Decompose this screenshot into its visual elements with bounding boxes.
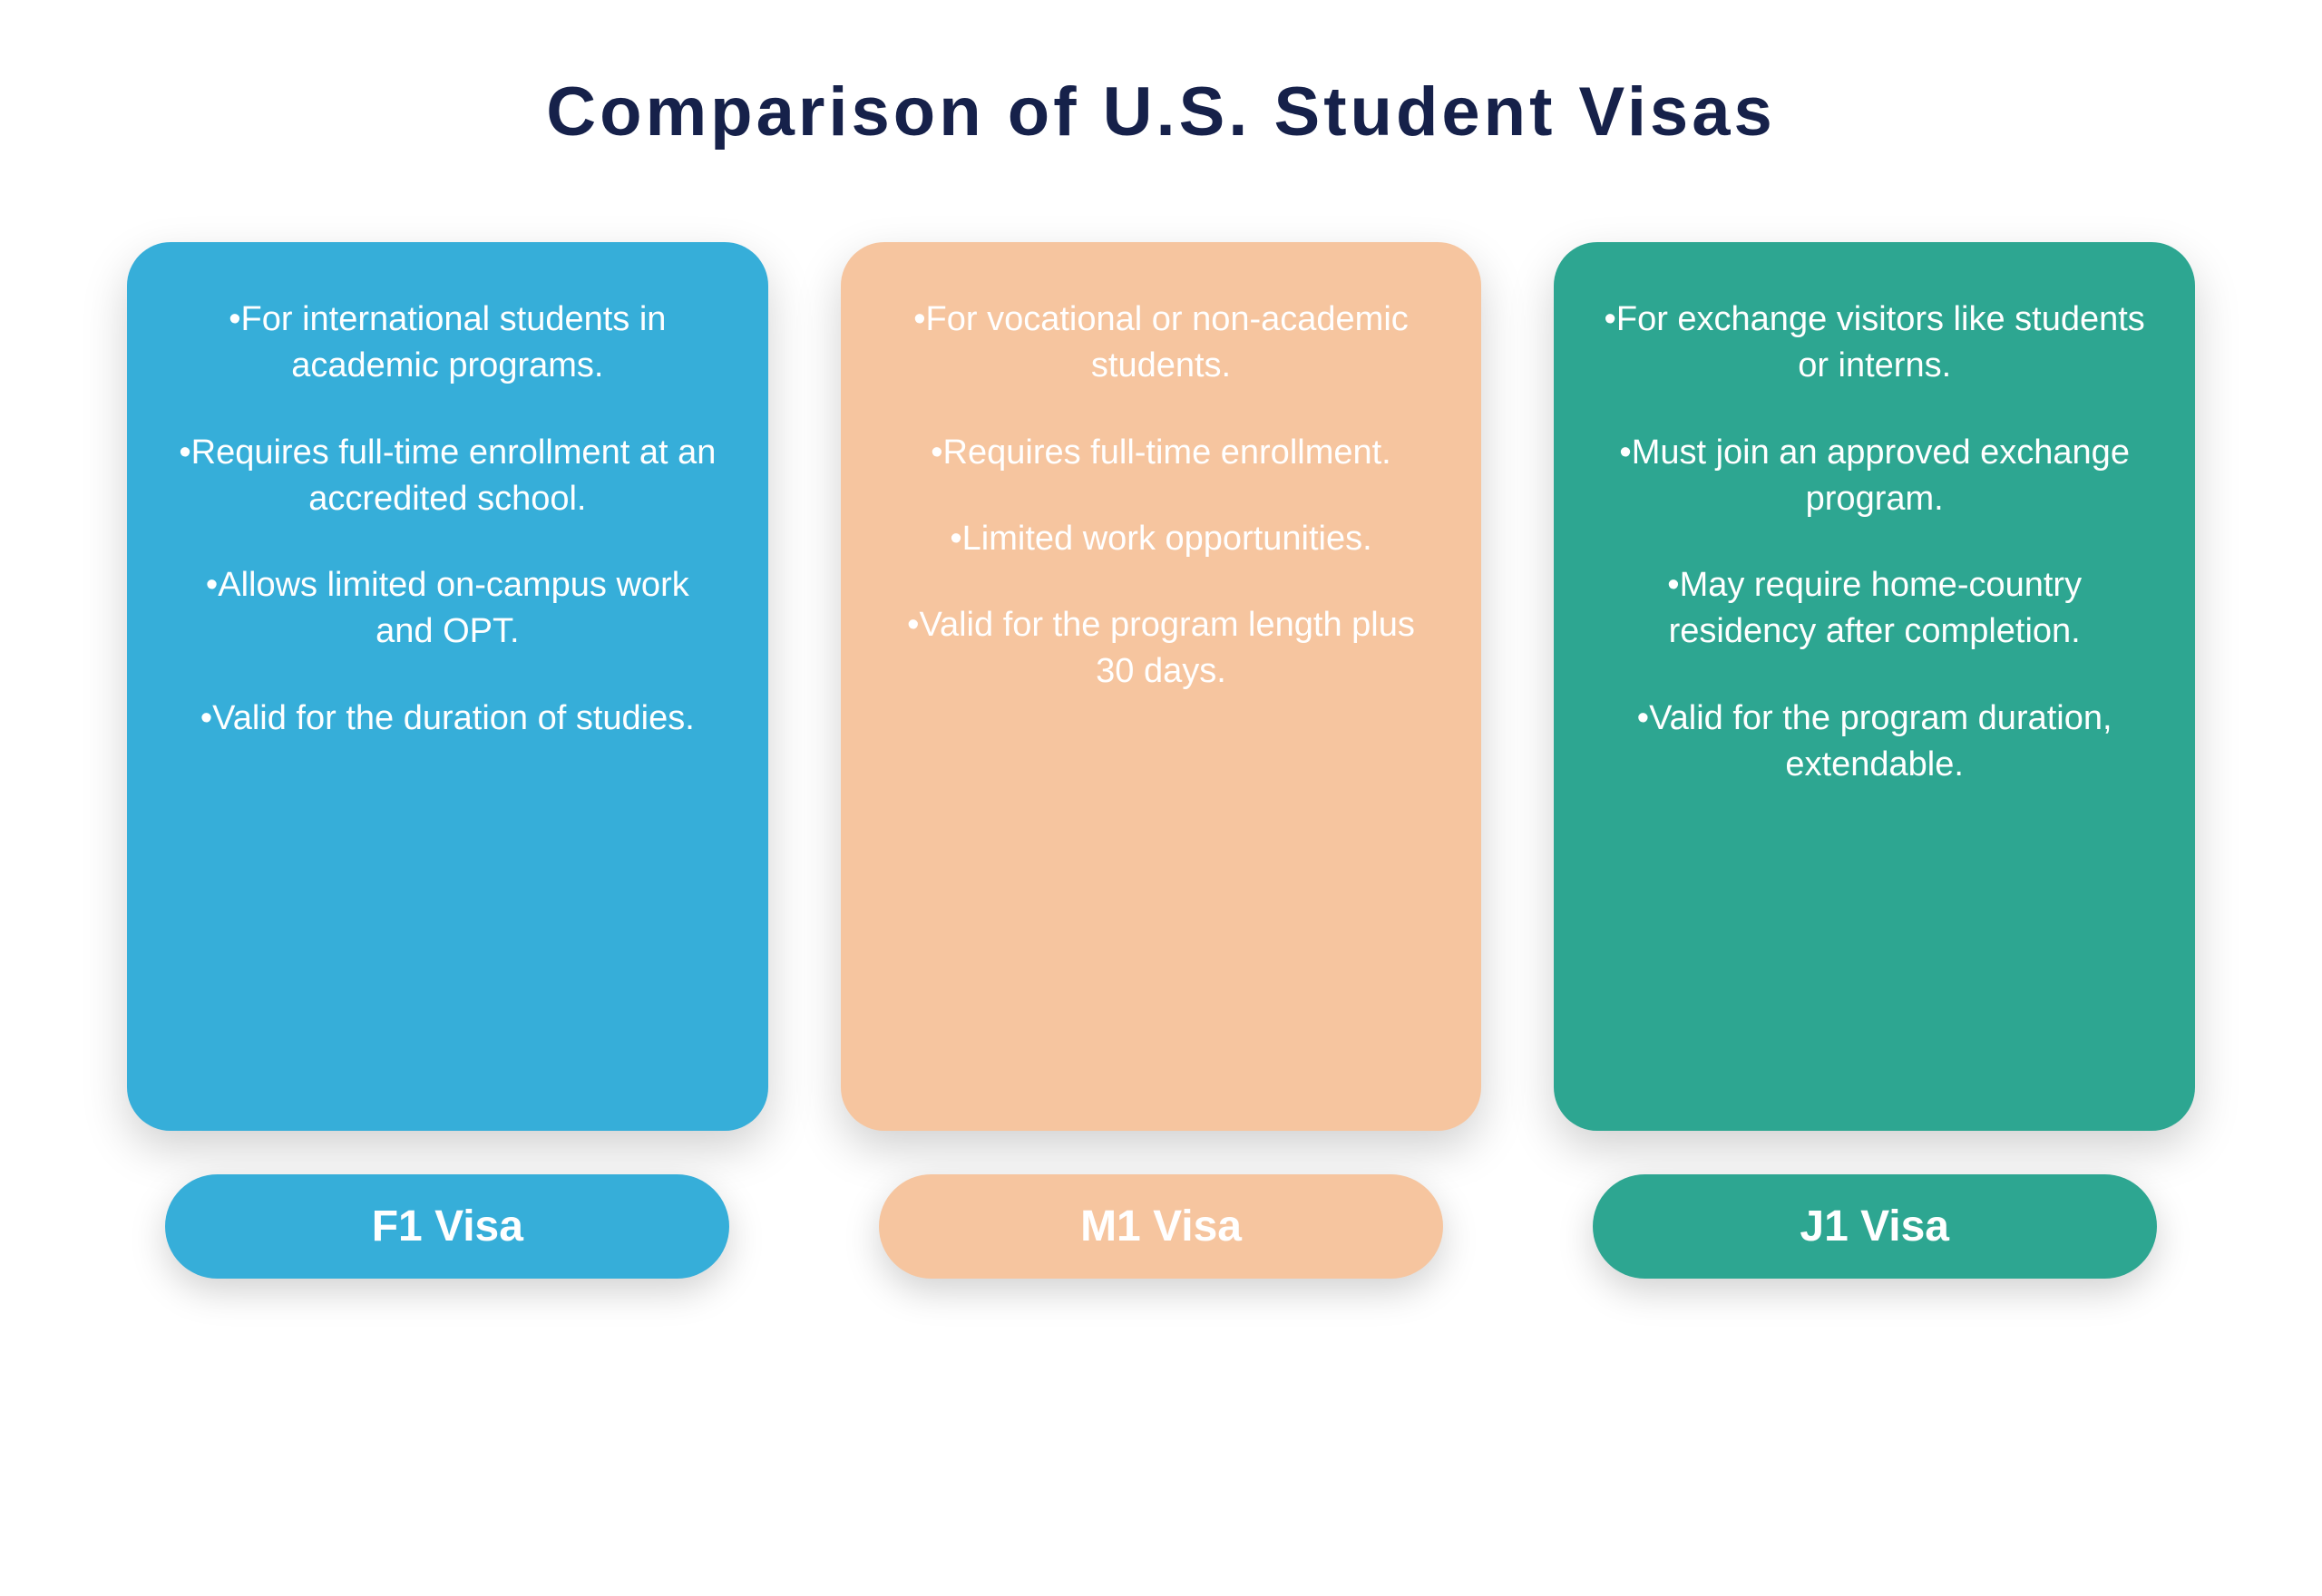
page-title: Comparison of U.S. Student Visas: [109, 73, 2213, 151]
label-j1: J1 Visa: [1593, 1174, 2157, 1279]
card-point: •Valid for the program duration, extenda…: [1599, 696, 2150, 789]
card-j1: •For exchange visitors like students or …: [1554, 242, 2195, 1131]
card-m1: •For vocational or non-academic students…: [841, 242, 1482, 1131]
card-point: •For vocational or non-academic students…: [886, 297, 1437, 390]
card-point: •Limited work opportunities.: [886, 516, 1437, 562]
label-m1: M1 Visa: [879, 1174, 1443, 1279]
card-group-m1: •For vocational or non-academic students…: [841, 242, 1482, 1279]
cards-container: •For international students in academic …: [109, 242, 2213, 1279]
card-group-f1: •For international students in academic …: [127, 242, 768, 1279]
card-f1: •For international students in academic …: [127, 242, 768, 1131]
card-group-j1: •For exchange visitors like students or …: [1554, 242, 2195, 1279]
card-point: •Allows limited on-campus work and OPT.: [172, 562, 723, 656]
card-point: •For international students in academic …: [172, 297, 723, 390]
card-point: •For exchange visitors like students or …: [1599, 297, 2150, 390]
card-point: •Valid for the program length plus 30 da…: [886, 602, 1437, 696]
card-point: •Must join an approved exchange program.: [1599, 430, 2150, 523]
card-point: •May require home-country residency afte…: [1599, 562, 2150, 656]
label-f1: F1 Visa: [165, 1174, 729, 1279]
card-point: •Valid for the duration of studies.: [172, 696, 723, 742]
card-point: •Requires full-time enrollment.: [886, 430, 1437, 476]
card-point: •Requires full-time enrollment at an acc…: [172, 430, 723, 523]
